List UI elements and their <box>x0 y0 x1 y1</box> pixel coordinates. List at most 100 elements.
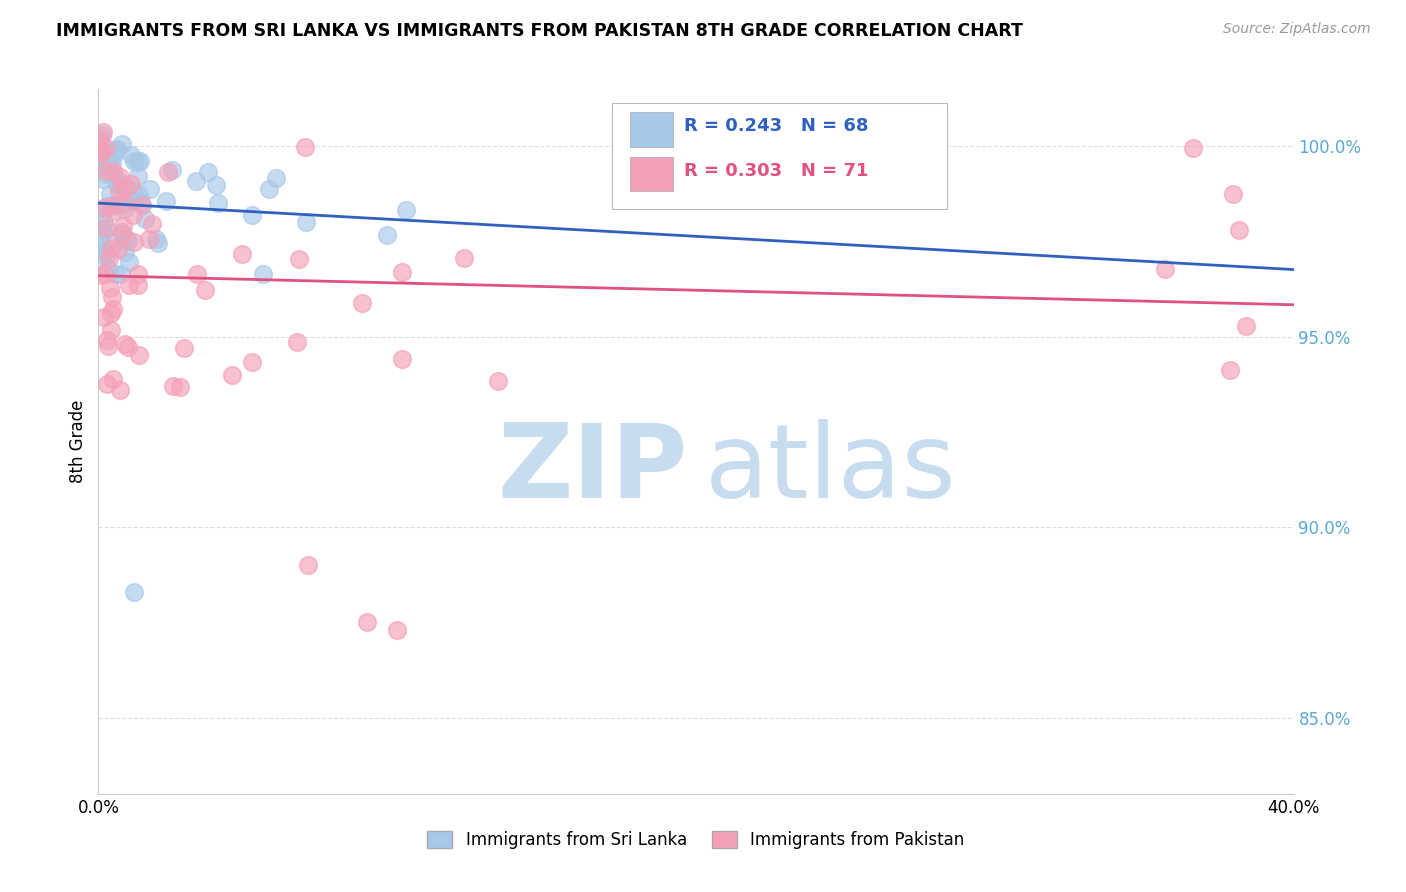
Point <box>118 278 141 293</box>
Point <box>89 136 111 150</box>
Point <box>97 339 120 353</box>
Point <box>138 231 160 245</box>
Point <box>96 220 118 235</box>
Point <box>107 243 129 257</box>
Point <box>91 125 114 139</box>
Point <box>90 243 112 257</box>
Point <box>110 267 132 281</box>
Point <box>128 348 150 362</box>
Point <box>91 249 114 263</box>
Point <box>1222 186 1244 201</box>
Point <box>114 179 136 194</box>
Point <box>108 383 131 397</box>
Text: R = 0.303   N = 71: R = 0.303 N = 71 <box>685 161 869 180</box>
Point <box>93 224 115 238</box>
Point <box>287 252 309 266</box>
Point <box>97 262 120 277</box>
Point <box>110 177 132 191</box>
Point <box>96 199 118 213</box>
Point <box>97 146 120 161</box>
Point <box>131 198 153 212</box>
Point <box>98 280 121 294</box>
Point <box>129 194 152 209</box>
Point <box>141 217 163 231</box>
Point <box>186 267 208 281</box>
Point <box>105 177 128 191</box>
Point <box>231 246 253 260</box>
Point <box>97 233 120 247</box>
Point <box>122 235 145 250</box>
Point <box>91 172 114 186</box>
Point <box>385 623 409 637</box>
Point <box>100 241 122 255</box>
Point <box>205 178 228 193</box>
Point <box>98 153 121 167</box>
Point <box>173 342 195 356</box>
Point <box>105 173 128 187</box>
Point <box>111 225 134 239</box>
Text: atlas: atlas <box>704 419 956 520</box>
Point <box>98 161 121 175</box>
Point <box>295 215 318 229</box>
Point <box>93 310 115 325</box>
Point <box>240 208 263 222</box>
Point <box>145 232 167 246</box>
Point <box>194 283 217 297</box>
Point <box>1234 318 1257 333</box>
Point <box>122 585 145 599</box>
Text: ZIP: ZIP <box>498 419 688 520</box>
Point <box>89 153 111 168</box>
Point <box>96 158 118 172</box>
Point <box>90 155 112 169</box>
Point <box>111 136 134 151</box>
Legend: Immigrants from Sri Lanka, Immigrants from Pakistan: Immigrants from Sri Lanka, Immigrants fr… <box>420 824 972 856</box>
Point <box>90 222 112 236</box>
Point <box>1181 141 1204 155</box>
Point <box>89 232 111 246</box>
Text: Source: ZipAtlas.com: Source: ZipAtlas.com <box>1223 22 1371 37</box>
Text: IMMIGRANTS FROM SRI LANKA VS IMMIGRANTS FROM PAKISTAN 8TH GRADE CORRELATION CHAR: IMMIGRANTS FROM SRI LANKA VS IMMIGRANTS … <box>56 22 1024 40</box>
Point <box>97 252 120 266</box>
Point <box>101 372 124 386</box>
Point <box>96 164 118 178</box>
Point <box>104 145 127 159</box>
Point <box>111 219 134 233</box>
Point <box>486 374 509 388</box>
Point <box>121 184 143 198</box>
Point <box>156 165 179 179</box>
Point <box>117 234 139 248</box>
Point <box>114 337 136 351</box>
Point <box>221 368 243 383</box>
Point <box>252 267 274 281</box>
Point <box>197 165 219 179</box>
Point <box>90 145 112 160</box>
Point <box>453 251 475 265</box>
FancyBboxPatch shape <box>630 112 673 147</box>
Point <box>375 228 398 243</box>
Point <box>127 154 149 169</box>
Point <box>294 140 316 154</box>
Point <box>101 155 124 169</box>
Point <box>350 296 373 310</box>
Point <box>103 203 125 218</box>
Point <box>96 248 118 262</box>
Point <box>155 194 177 209</box>
Point <box>127 169 149 183</box>
Point <box>259 182 281 196</box>
Point <box>186 174 208 188</box>
Point <box>101 199 124 213</box>
Point <box>107 184 129 198</box>
Point <box>391 265 413 279</box>
Point <box>1153 262 1175 277</box>
Point <box>89 145 111 159</box>
Point <box>127 278 149 293</box>
Point <box>146 236 169 251</box>
Point <box>104 267 127 281</box>
Point <box>101 290 124 304</box>
Y-axis label: 8th Grade: 8th Grade <box>69 400 87 483</box>
Point <box>122 154 145 169</box>
Point <box>118 255 141 269</box>
Point <box>115 231 138 245</box>
Point <box>93 167 115 181</box>
Point <box>160 163 183 178</box>
